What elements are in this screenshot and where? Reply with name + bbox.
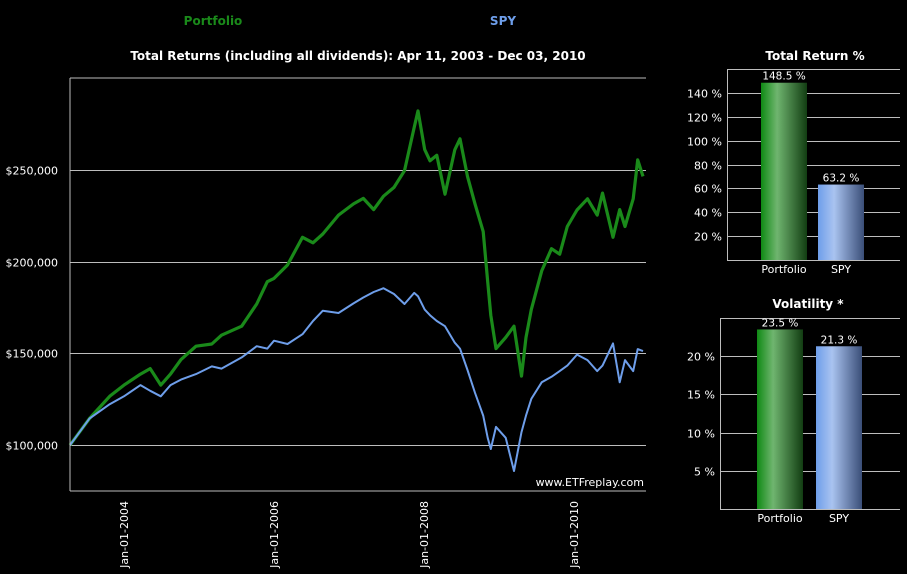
y-tick-label: $100,000 (6, 440, 59, 453)
volatility-y-tick-label: 5 % (694, 466, 715, 479)
legend-portfolio: Portfolio (184, 14, 243, 28)
x-tick-label: Jan-01-2010 (568, 501, 581, 569)
x-tick-label: Jan-01-2006 (268, 501, 281, 569)
line-chart-x-ticks: Jan-01-2004 Jan-01-2006 Jan-01-2008 Jan-01-… (118, 501, 581, 569)
total-return-bar-portfolio (761, 82, 807, 261)
line-chart-series (68, 109, 645, 472)
line-chart-y-ticks: $100,000 $150,000 $200,000 $250,000 (6, 165, 59, 453)
total-return-value-label: 63.2 % (823, 173, 860, 185)
x-tick-label: Jan-01-2008 (418, 501, 431, 569)
volatility-value-label: 23.5 % (762, 317, 799, 329)
total-return-category-label: SPY (831, 263, 851, 276)
total-return-y-tick-label: 140 % (687, 88, 722, 101)
legend-spy: SPY (490, 14, 516, 28)
x-tick-label: Jan-01-2004 (118, 501, 131, 569)
y-tick-label: $150,000 (6, 348, 59, 361)
volatility-bar-spy (816, 346, 862, 509)
volatility-plot: 5 % 10 % 15 % 20 % 23.5 % Portfolio 21.3 % SPY (687, 317, 900, 525)
total-return-y-tick-label: 80 % (694, 160, 722, 173)
total-return-title: Total Return % (765, 49, 864, 63)
total-return-y-tick-label: 100 % (687, 136, 722, 149)
volatility-y-tick-label: 15 % (687, 389, 715, 402)
volatility-value-label: 21.3 % (821, 334, 858, 346)
series-line-spy (69, 287, 644, 472)
volatility-y-tick-label: 20 % (687, 351, 715, 364)
line-chart: Portfolio SPY Total Returns (including a… (6, 14, 646, 569)
y-tick-label: $250,000 (6, 165, 59, 178)
total-return-plot: 20 % 40 % 60 % 80 % 100 % 120 % 140 % 148.5 % Po… (687, 69, 900, 276)
total-return-y-tick-label: 60 % (694, 183, 722, 196)
total-return-y-tick-label: 120 % (687, 112, 722, 125)
total-return-value-label: 148.5 % (762, 71, 805, 83)
volatility-category-label: Portfolio (757, 512, 803, 525)
volatility-y-tick-label: 10 % (687, 428, 715, 441)
total-return-y-tick-label: 40 % (694, 207, 722, 220)
total-return-chart: Total Return % 20 % 40 % 60 % 80 % 100 % 120 … (687, 49, 900, 276)
total-return-category-label: Portfolio (761, 263, 807, 276)
y-tick-label: $200,000 (6, 257, 59, 270)
line-chart-title: Total Returns (including all dividends):… (130, 49, 585, 63)
volatility-title: Volatility * (772, 297, 844, 311)
series-line-portfolio (68, 109, 645, 447)
total-return-y-tick-label: 20 % (694, 231, 722, 244)
volatility-category-label: SPY (829, 512, 849, 525)
watermark: www.ETFreplay.com (536, 476, 644, 489)
line-chart-grid (70, 77, 646, 446)
volatility-chart: Volatility * 5 % 10 % 15 % 20 % 23.5 % Portfo… (687, 297, 900, 525)
total-return-bar-spy (818, 184, 864, 260)
volatility-bar-portfolio (757, 329, 803, 509)
